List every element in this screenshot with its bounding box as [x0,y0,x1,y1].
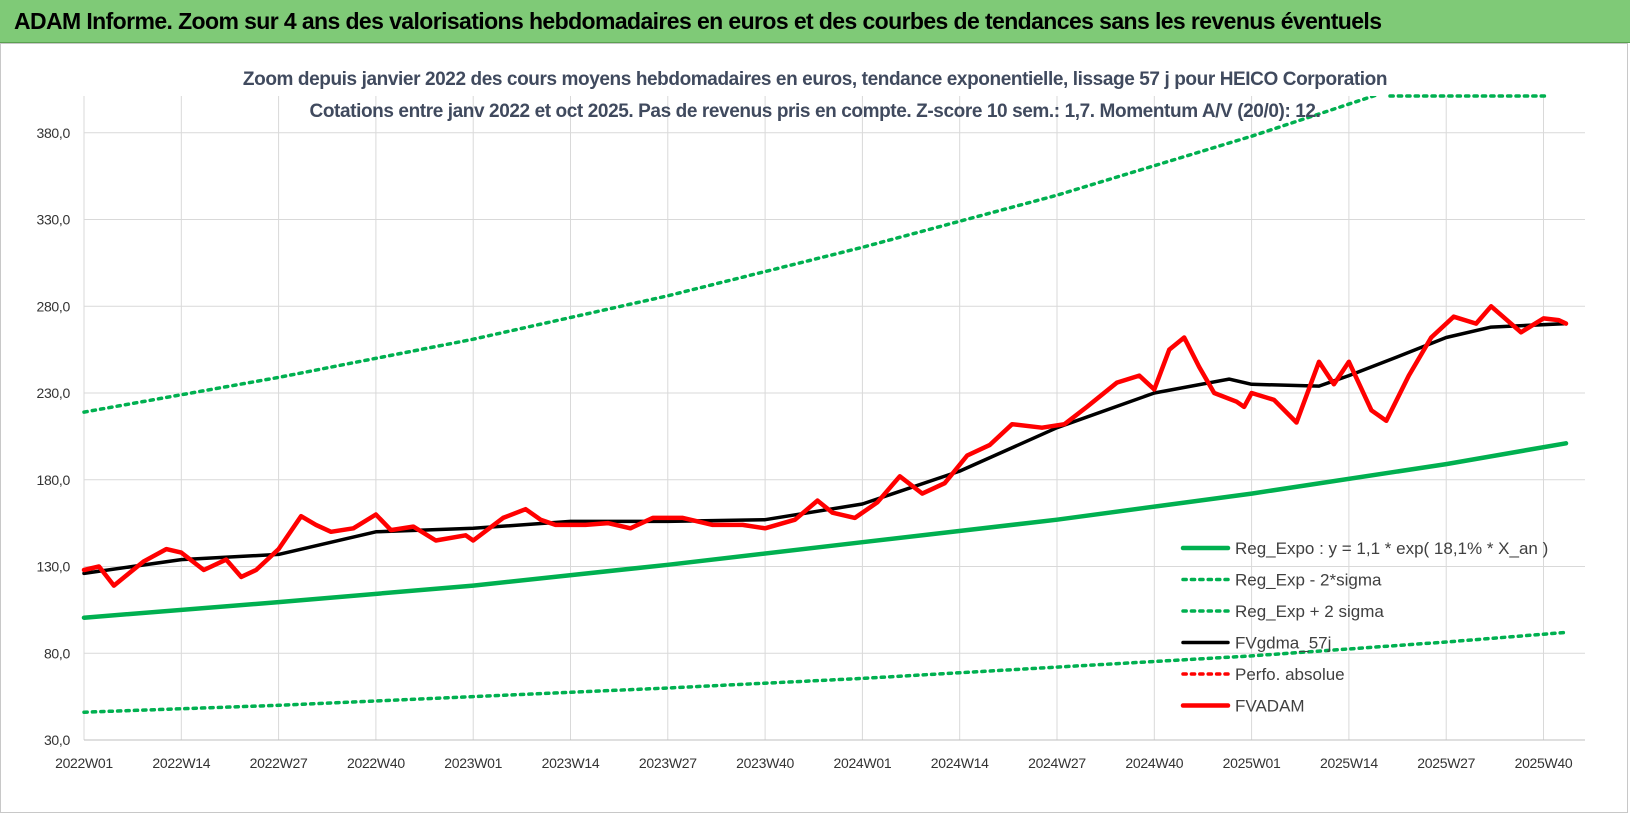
legend-label: Perfo. absolue [1235,665,1345,684]
series-line-2 [82,630,1568,714]
chart-subtitle: Cotations entre janv 2022 et oct 2025. P… [310,101,1321,122]
y-tick-label: 180,0 [36,472,70,488]
x-tick-label: 2023W14 [542,755,600,771]
series-line-4 [82,321,1568,576]
x-tick-label: 2023W27 [639,755,697,771]
x-tick-label: 2025W27 [1417,755,1475,771]
y-tick-label: 230,0 [36,385,70,401]
chart-frame [0,43,1628,813]
legend-label: Reg_Expo : y = 1,1 * exp( 18,1% * X_an ) [1235,539,1548,558]
x-tick-label: 2024W01 [833,755,891,771]
title-banner: ADAM Informe. Zoom sur 4 ans des valoris… [0,0,1630,43]
series-layer [81,94,1569,714]
series-line-3 [82,96,1380,414]
ticks-layer: 2022W01 2022W14 2022W27 2022W40 2023W01 2023W… [36,125,1573,771]
legend-label: FVgdma_57j [1235,634,1331,653]
y-tick-label: 330,0 [36,212,70,228]
legend-label: Reg_Exp + 2 sigma [1235,602,1384,621]
y-tick-label: 30,0 [44,732,71,748]
x-tick-label: 2024W40 [1125,755,1183,771]
x-tick-label: 2022W01 [55,755,113,771]
legend-label: Reg_Exp - 2*sigma [1235,571,1382,590]
x-tick-label: 2025W01 [1223,755,1281,771]
chart-title: Zoom depuis janvier 2022 des cours moyen… [243,69,1387,90]
y-tick-label: 280,0 [36,298,70,314]
x-tick-label: 2025W40 [1515,755,1573,771]
y-tick-label: 80,0 [44,645,71,661]
x-tick-label: 2022W14 [152,755,210,771]
report-title: ADAM Informe. Zoom sur 4 ans des valoris… [14,8,1382,34]
x-tick-label: 2025W14 [1320,755,1378,771]
legend-label: FVADAM [1235,697,1305,716]
x-tick-label: 2023W40 [736,755,794,771]
x-tick-label: 2022W27 [250,755,308,771]
x-tick-label: 2024W14 [931,755,989,771]
series-line-1 [81,441,1569,620]
y-tick-label: 380,0 [36,125,70,141]
x-tick-label: 2024W27 [1028,755,1086,771]
series-line-6 [81,304,1569,588]
legend: Reg_Expo : y = 1,1 * exp( 18,1% * X_an )… [1180,539,1548,716]
grid-layer [83,96,1585,741]
y-tick-label: 130,0 [36,559,70,575]
x-tick-label: 2023W01 [444,755,502,771]
x-tick-label: 2022W40 [347,755,405,771]
